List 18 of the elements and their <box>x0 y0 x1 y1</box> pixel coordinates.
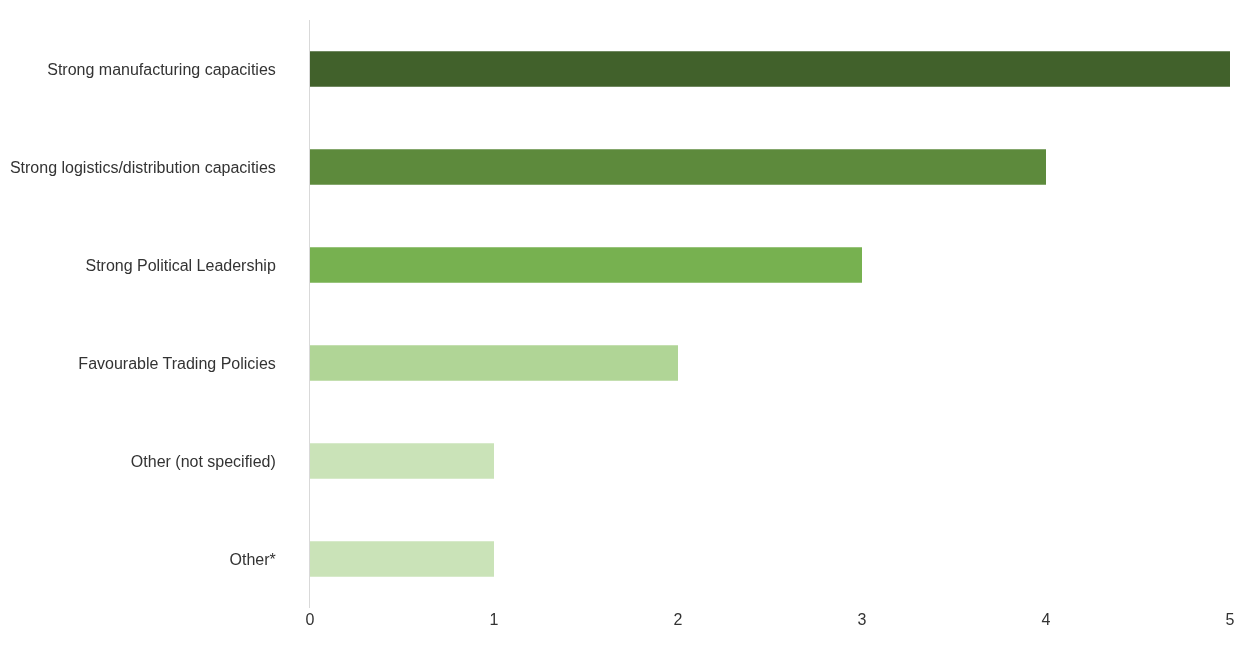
y-tick-label: Other* <box>229 550 276 568</box>
bar <box>310 345 678 381</box>
bar <box>310 149 1046 185</box>
bar <box>310 51 1230 87</box>
y-tick-label: Favourable Trading Policies <box>78 354 276 372</box>
x-tick-label: 4 <box>1041 611 1051 628</box>
x-tick-label: 0 <box>305 611 315 628</box>
x-tick-label: 5 <box>1225 611 1235 628</box>
x-tick-label: 1 <box>489 611 499 628</box>
y-tick-label: Other (not specified) <box>130 452 276 470</box>
bar <box>310 541 494 577</box>
bar <box>310 247 862 283</box>
y-tick-label: Strong manufacturing capacities <box>47 60 276 78</box>
x-tick-label: 2 <box>673 611 683 628</box>
y-tick-label: Strong logistics/distribution capacities <box>9 158 276 176</box>
y-tick-label: Strong Political Leadership <box>85 256 276 274</box>
x-tick-label: 3 <box>857 611 867 628</box>
bar <box>310 443 494 479</box>
